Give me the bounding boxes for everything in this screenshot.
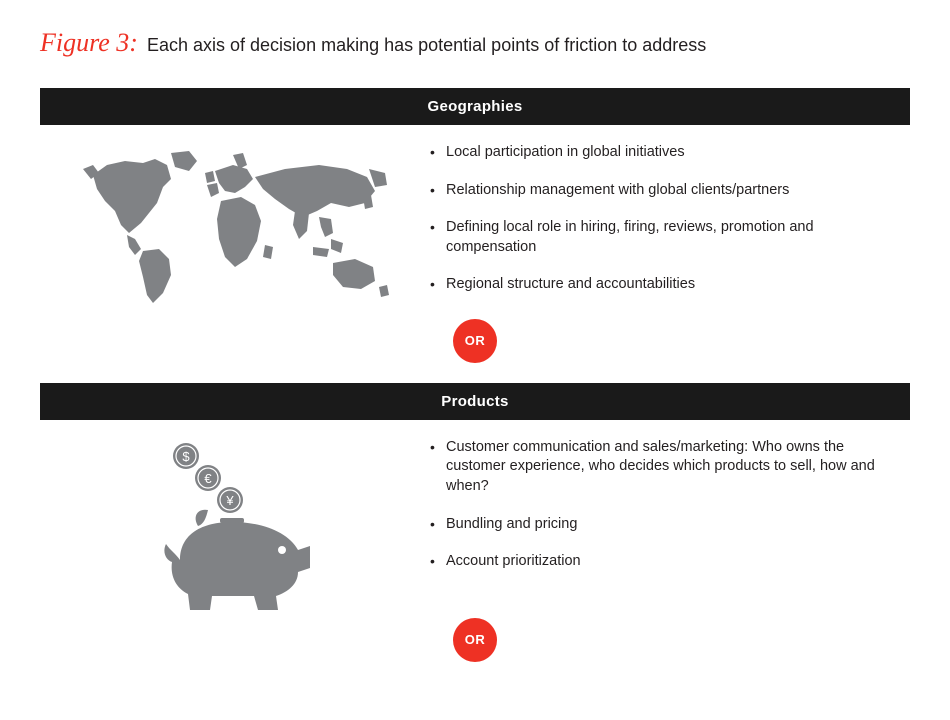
svg-text:$: $ [182, 449, 190, 464]
section-body-geographies: Local participation in global initiative… [40, 143, 910, 313]
list-item: Local participation in global initiative… [430, 143, 900, 163]
world-map-icon [40, 143, 430, 307]
list-item: Regional structure and accountabilities [430, 275, 900, 295]
figure-title: Figure 3: Each axis of decision making h… [40, 28, 910, 58]
list-item: Relationship management with global clie… [430, 181, 900, 201]
figure-label: Figure 3: [40, 28, 138, 57]
section-header-geographies: Geographies [40, 88, 910, 125]
geographies-bullets: Local participation in global initiative… [430, 143, 910, 313]
svg-text:¥: ¥ [225, 493, 234, 508]
section-body-products: $ € ¥ Customer communication and sa [40, 438, 910, 612]
list-item: Defining local role in hiring, firing, r… [430, 218, 900, 257]
list-item: Bundling and pricing [430, 515, 900, 535]
figure-caption: Each axis of decision making has potenti… [147, 35, 706, 55]
list-item: Account prioritization [430, 552, 900, 572]
piggy-bank-icon: $ € ¥ [40, 438, 430, 612]
or-badge: OR [453, 618, 497, 662]
or-badge: OR [453, 319, 497, 363]
products-bullets: Customer communication and sales/marketi… [430, 438, 910, 590]
list-item: Customer communication and sales/marketi… [430, 438, 900, 497]
section-header-products: Products [40, 383, 910, 420]
svg-text:€: € [204, 471, 212, 486]
